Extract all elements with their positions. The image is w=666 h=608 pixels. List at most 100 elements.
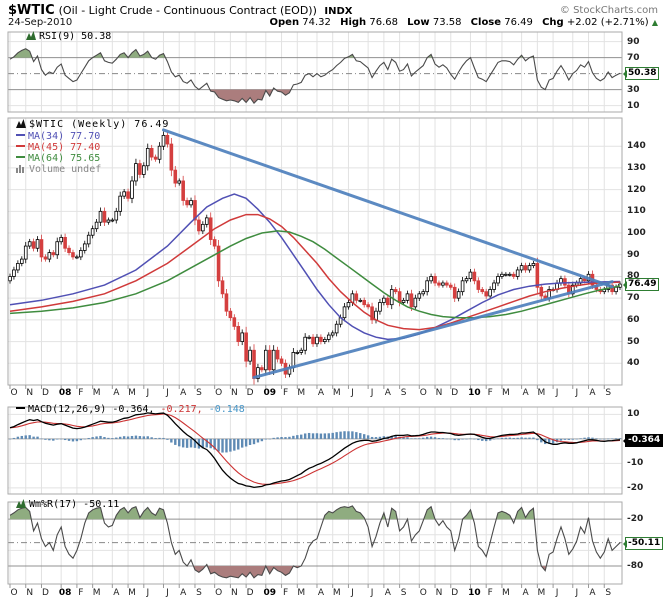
x-axis-month-label: A [317, 588, 325, 598]
ma34-legend: MA(34) 77.70 [16, 131, 100, 142]
indicator-chart-icon [16, 119, 26, 131]
x-axis-month-label: J [146, 588, 150, 598]
symbol: $WTIC [8, 3, 55, 18]
x-axis-month-label: M [502, 588, 510, 598]
volume-legend: Volume undef [16, 164, 101, 176]
x-axis-month-label: F [78, 588, 84, 598]
ma45-line-swatch [16, 145, 25, 147]
ma64-legend: MA(64) 75.65 [16, 153, 100, 164]
x-axis-month-label: A [522, 388, 529, 398]
macd-histogram [8, 431, 622, 453]
x-axis-month-label: 09 [263, 388, 277, 398]
exchange-label: INDX [324, 6, 353, 17]
high-value: 76.68 [369, 17, 398, 28]
x-axis-month-label: O [215, 388, 223, 398]
ma34-line-swatch [16, 134, 25, 136]
volume-label: Volume undef [29, 164, 102, 175]
ma64-label: MA(64) 75.65 [28, 153, 101, 164]
x-axis-month-label: 08 [58, 388, 72, 398]
x-axis-month-label: J [370, 388, 374, 398]
close-label: Close [470, 17, 502, 28]
x-axis-month-label: D [451, 588, 459, 598]
macd-signal-value: -0.217, [160, 404, 203, 415]
x-axis-month-label: S [196, 588, 202, 598]
x-axis-month-label: F [487, 388, 493, 398]
y-axis-tick-label: -80 [627, 561, 644, 572]
y-axis-tick-label: 140 [627, 141, 646, 152]
x-axis-month-label: 10 [468, 388, 481, 398]
x-axis-month-label: S [400, 388, 407, 398]
price-value-box: 76.49 [622, 278, 660, 292]
x-axis-month-label: M [297, 588, 306, 598]
x-axis-month-label: D [42, 588, 49, 598]
candlestick-series [8, 128, 622, 385]
x-axis-month-label: A [180, 588, 187, 598]
x-axis-month-label: J [166, 388, 169, 398]
wmr-legend: Wm%R(17) -50.11 [16, 499, 119, 511]
x-axis-month-label: M [128, 588, 136, 598]
chg-value: +2.02 (+2.71%) [566, 17, 649, 28]
x-axis-month-label: A [384, 388, 391, 398]
x-axis-month-label: J [370, 588, 374, 598]
x-axis-month-label: O [419, 588, 427, 598]
low-label: Low [407, 17, 430, 28]
x-axis-month-label: J [555, 388, 559, 398]
x-axis-month-label: D [246, 388, 254, 398]
y-axis-tick-label: 80 [627, 271, 640, 282]
y-axis-tick-label: 60 [627, 314, 640, 325]
macd-value: -0.364, [112, 404, 155, 415]
x-axis-month-label: A [522, 588, 529, 598]
y-axis-tick-label: -20 [627, 482, 644, 493]
rsi-value-box: 50.38 [622, 67, 660, 81]
y-axis-tick-label: 110 [627, 206, 646, 217]
x-axis-month-label: A [589, 588, 596, 598]
close-value: 76.49 [504, 17, 533, 28]
x-axis-month-label: N [231, 588, 238, 598]
x-axis-month-label: M [128, 388, 136, 398]
y-axis-tick-label: 100 [627, 228, 646, 239]
x-axis-month-label: J [351, 388, 354, 398]
x-axis-month-label: 09 [263, 588, 277, 598]
y-axis-tick-label: 10 [627, 409, 640, 420]
x-axis-month-label: O [10, 388, 18, 398]
x-axis-month-label: O [10, 588, 18, 598]
x-axis-month-label: S [400, 588, 407, 598]
x-axis-month-label: A [317, 388, 325, 398]
x-axis-month-label: N [26, 588, 34, 598]
chart-date: 24-Sep-2010 [8, 17, 73, 28]
rsi-legend: RSI(9) 50.38 [26, 31, 111, 43]
high-label: High [340, 17, 367, 28]
x-axis-month-label: 10 [468, 588, 481, 598]
wmr-label: Wm%R(17) -50.11 [29, 499, 120, 510]
x-axis-month-label: F [282, 388, 289, 398]
x-axis-month-label: 08 [58, 588, 72, 598]
x-axis-month-label: S [605, 388, 612, 398]
x-axis-month-label: M [502, 388, 510, 398]
x-axis-month-label: A [180, 388, 187, 398]
x-axis-month-label: N [435, 388, 443, 398]
chg-label: Chg [542, 17, 564, 28]
x-axis-month-label: J [555, 588, 559, 598]
x-axis-month-label: D [246, 588, 254, 598]
y-axis-tick-label: 40 [627, 358, 640, 369]
y-axis-tick-label: 70 [627, 293, 640, 304]
stockcharts-credit-link[interactable]: © StockCharts.com [559, 5, 658, 16]
indicator-chart-icon [26, 31, 36, 43]
open-label: Open [269, 17, 300, 28]
open-value: 74.32 [302, 17, 331, 28]
ma45-label: MA(45) 77.40 [28, 142, 101, 153]
x-axis-month-label: M [332, 388, 341, 398]
x-axis-month-label: F [487, 588, 493, 598]
x-axis-month-label: J [146, 388, 150, 398]
y-axis-tick-label: 10 [627, 100, 640, 111]
y-axis-tick-label: 50 [627, 336, 640, 347]
y-axis-tick-label: 120 [627, 184, 646, 195]
x-axis-month-label: J [166, 588, 169, 598]
x-axis-month-label: J [575, 588, 579, 598]
quote-bar: Open 74.32 High 76.68 Low 73.58 Close 76… [264, 17, 659, 28]
x-axis-month-label: F [282, 588, 289, 598]
y-axis-tick-label: 130 [627, 162, 646, 173]
y-axis-tick-label: 90 [627, 249, 640, 260]
